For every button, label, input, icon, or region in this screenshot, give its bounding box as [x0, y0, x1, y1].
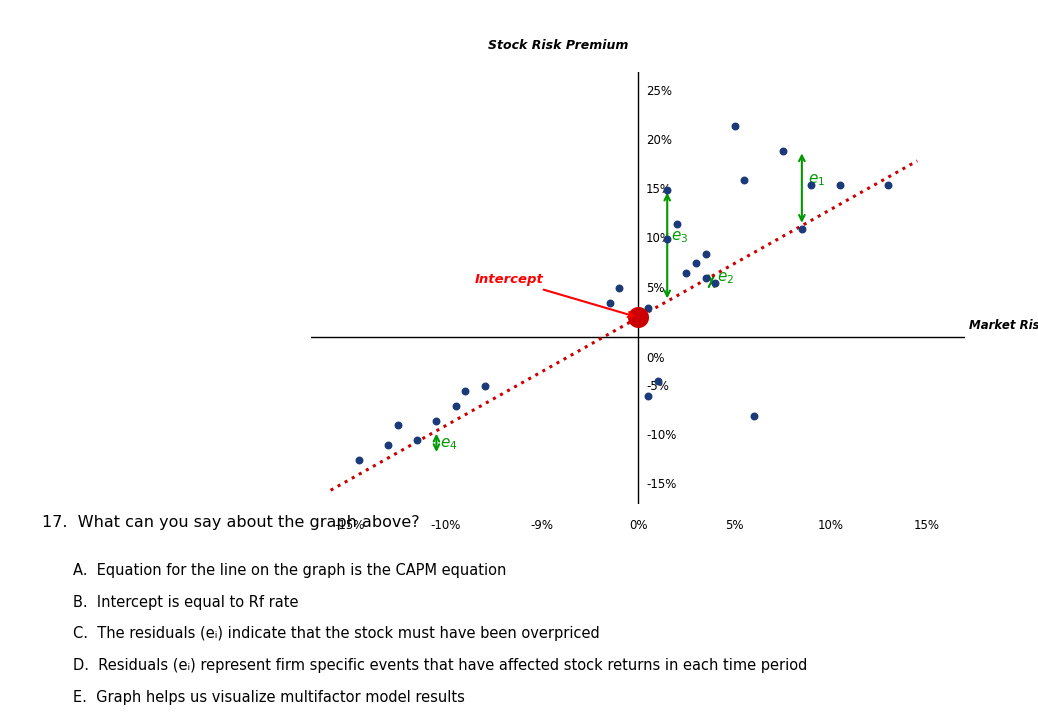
Point	[389, 420, 406, 431]
Text: 10%: 10%	[646, 233, 672, 246]
Point	[380, 439, 397, 451]
Point	[409, 434, 426, 446]
Point	[803, 179, 820, 191]
Text: 5%: 5%	[726, 518, 744, 532]
Text: $e_2$: $e_2$	[717, 270, 734, 286]
Text: E.  Graph helps us visualize multifactor model results: E. Graph helps us visualize multifactor …	[73, 690, 465, 705]
Text: 5%: 5%	[646, 282, 664, 294]
Text: $e_1$: $e_1$	[808, 172, 825, 188]
Text: Intercept: Intercept	[474, 273, 633, 317]
Text: 25%: 25%	[646, 85, 672, 98]
Text: 15%: 15%	[646, 184, 672, 197]
Text: $e_3$: $e_3$	[671, 230, 688, 246]
Point	[659, 184, 676, 196]
Point	[745, 410, 762, 421]
Point	[639, 302, 656, 313]
Point	[698, 272, 714, 284]
Text: $e_4$: $e_4$	[440, 437, 458, 452]
Point	[707, 277, 723, 289]
Text: -10%: -10%	[431, 518, 461, 532]
Text: -9%: -9%	[530, 518, 553, 532]
Point	[668, 218, 685, 230]
Point	[678, 268, 694, 279]
Text: Stock Risk Premium: Stock Risk Premium	[488, 40, 629, 53]
Point	[774, 145, 791, 156]
Point	[793, 223, 810, 235]
Text: 0%: 0%	[646, 352, 664, 365]
Point	[880, 179, 897, 191]
Point	[650, 376, 666, 387]
Point	[351, 454, 367, 466]
Point	[639, 390, 656, 402]
Text: -10%: -10%	[646, 429, 677, 442]
Text: 17.  What can you say about the graph above?: 17. What can you say about the graph abo…	[42, 515, 419, 530]
Point	[659, 233, 676, 245]
Point	[457, 385, 473, 397]
Text: Market Risk Premium: Market Risk Premium	[969, 319, 1038, 332]
Text: -5%: -5%	[646, 379, 668, 392]
Text: 0%: 0%	[629, 518, 648, 532]
Point	[727, 120, 743, 132]
Point	[428, 415, 444, 426]
Point	[688, 258, 705, 269]
Text: D.  Residuals (eᵢ) represent firm specific events that have affected stock retur: D. Residuals (eᵢ) represent firm specifi…	[73, 658, 807, 673]
Point	[610, 282, 627, 294]
Text: A.  Equation for the line on the graph is the CAPM equation: A. Equation for the line on the graph is…	[73, 563, 507, 578]
Point	[736, 174, 753, 186]
Text: 20%: 20%	[646, 134, 672, 147]
Point	[601, 297, 618, 308]
Text: -15%: -15%	[646, 478, 677, 491]
Text: C.  The residuals (eᵢ) indicate that the stock must have been overpriced: C. The residuals (eᵢ) indicate that the …	[73, 626, 599, 642]
Text: -15%: -15%	[334, 518, 365, 532]
Text: B.  Intercept is equal to Rf rate: B. Intercept is equal to Rf rate	[73, 595, 298, 610]
Point	[630, 312, 647, 323]
Point	[476, 380, 493, 392]
Text: 15%: 15%	[913, 518, 939, 532]
Point	[698, 248, 714, 259]
Point	[447, 400, 464, 412]
Text: 10%: 10%	[818, 518, 844, 532]
Point	[832, 179, 849, 191]
